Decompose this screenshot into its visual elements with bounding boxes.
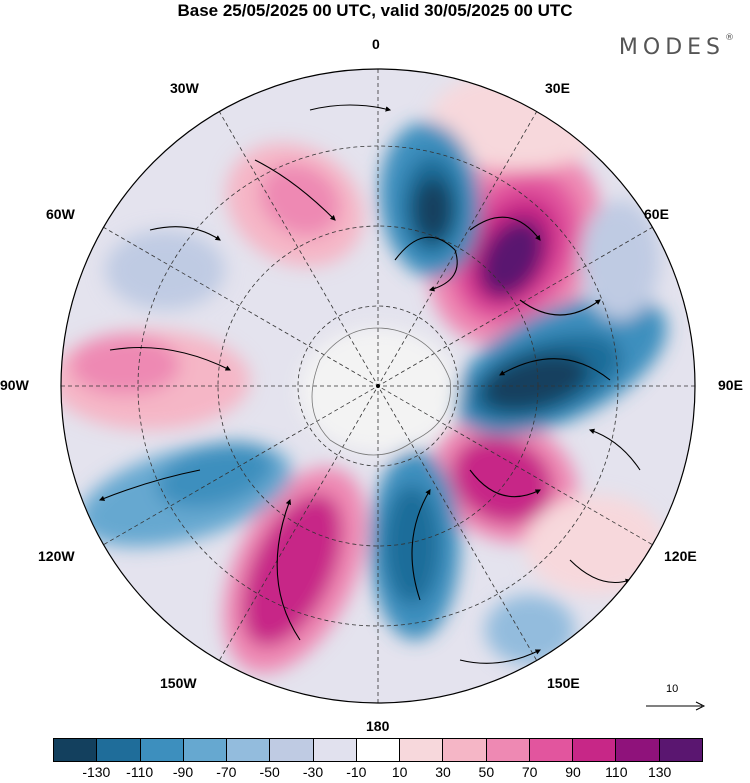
- colorbar-swatch: [443, 739, 487, 761]
- colorbar-swatch: [183, 739, 228, 761]
- colorbar-tick-label: -110: [126, 764, 154, 780]
- lon-label-120w: 120W: [38, 548, 75, 564]
- colorbar-swatch: [486, 739, 530, 761]
- map-title: Base 25/05/2025 00 UTC, valid 30/05/2025…: [177, 1, 573, 20]
- antarctica-coastline: [311, 327, 451, 456]
- colorbar-tick-label: -90: [172, 764, 194, 780]
- lon-label-150w: 150W: [160, 675, 197, 691]
- colorbar-tick-label: -130: [82, 764, 111, 780]
- colorbar-tick-label: -70: [216, 764, 237, 780]
- lon-label-60w: 60W: [46, 206, 75, 222]
- colorbar-swatch: [356, 739, 401, 761]
- lon-label-90e: 90E: [718, 377, 743, 393]
- lon-label-60e: 60E: [644, 206, 669, 222]
- modes-logo: MODES®: [618, 33, 734, 60]
- colorbar-swatch: [227, 739, 271, 761]
- reference-vector-arrow: [646, 701, 706, 711]
- colorbar-tick-label: 10: [391, 764, 408, 780]
- colorbar-swatch: [140, 739, 184, 761]
- lon-label-90w: 90W: [0, 377, 29, 393]
- colorbar: [53, 738, 703, 762]
- lon-label-0: 0: [372, 36, 380, 52]
- polar-map: [60, 68, 696, 704]
- colorbar-tick-label: 110: [605, 764, 628, 780]
- colorbar-swatch: [529, 739, 574, 761]
- lon-label-150e: 150E: [547, 675, 580, 691]
- colorbar-swatch: [400, 739, 444, 761]
- colorbar-tick-label: 70: [521, 764, 538, 780]
- colorbar-tick-label: -50: [259, 764, 280, 780]
- lon-label-30w: 30W: [170, 80, 199, 96]
- colorbar-swatch: [54, 739, 98, 761]
- colorbar-tick-label: 130: [647, 764, 672, 780]
- lon-label-120e: 120E: [664, 548, 697, 564]
- colorbar-swatch: [313, 739, 357, 761]
- reference-vector-value: 10: [666, 683, 679, 695]
- colorbar-tick-label: 90: [565, 764, 581, 780]
- colorbar-swatch: [573, 739, 617, 761]
- colorbar-tick-label: 50: [478, 764, 495, 780]
- colorbar-swatch: [270, 739, 314, 761]
- lon-label-30e: 30E: [545, 80, 570, 96]
- colorbar-tick-label: -10: [346, 764, 367, 780]
- south-pole-marker: [376, 384, 380, 388]
- colorbar-swatch: [97, 739, 141, 761]
- colorbar-swatch: [659, 739, 702, 761]
- colorbar-swatch: [616, 739, 660, 761]
- colorbar-tick-label: 30: [435, 764, 451, 780]
- colorbar-tick-label: -30: [302, 764, 324, 780]
- lon-label-180: 180: [366, 718, 390, 734]
